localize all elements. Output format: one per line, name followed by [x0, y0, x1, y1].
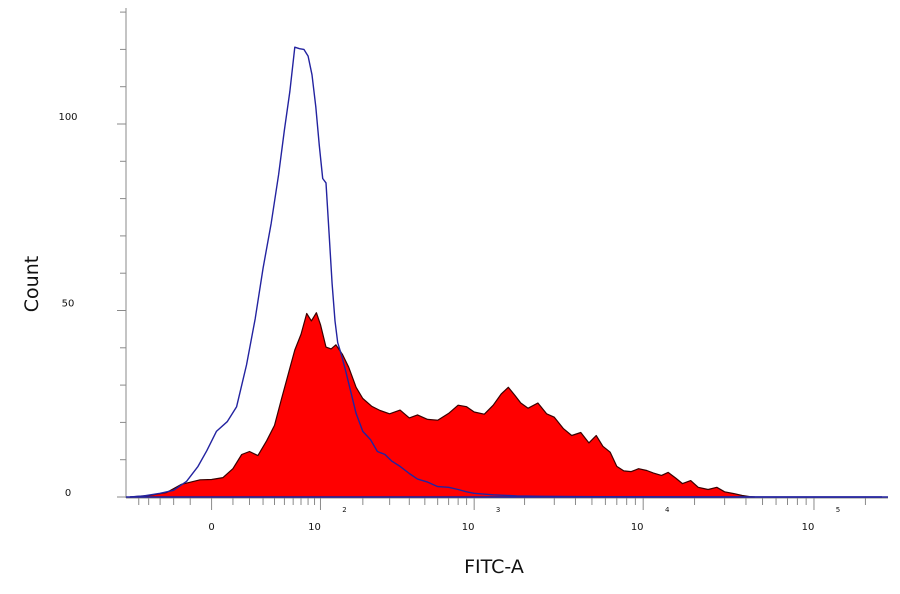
y-axis-title: Count — [21, 256, 43, 312]
y-tick-label: 50 — [62, 299, 75, 310]
x-tick-label: 10 4 — [631, 506, 670, 533]
x-tick-label: 10 5 — [802, 506, 841, 533]
x-axis-title: FITC-A — [464, 556, 524, 578]
x-tick-label-exponent: 4 — [665, 506, 670, 514]
x-tick-label-exponent: 2 — [342, 506, 346, 514]
x-tick-label-exponent: 3 — [496, 506, 500, 514]
control-sample-histogram — [129, 46, 882, 498]
x-tick-label-base: 10 — [462, 522, 475, 533]
x-tick-label: 10 2 — [308, 506, 347, 533]
x-tick-label: 10 3 — [462, 506, 501, 533]
x-tick-label-base: 10 — [802, 522, 815, 533]
x-minor-ticks — [138, 498, 866, 510]
y-tick-labels: 0 50 100 — [58, 112, 77, 499]
y-minor-ticks — [117, 11, 126, 498]
x-tick-labels: 0 10 2 10 3 10 4 10 5 — [208, 506, 840, 533]
x-tick-label-base: 0 — [208, 522, 214, 533]
y-tick-label: 0 — [65, 488, 71, 499]
x-tick-label-base: 10 — [631, 522, 644, 533]
y-tick-label: 100 — [58, 112, 77, 123]
stained-sample-histogram — [129, 312, 756, 498]
x-tick-label-base: 10 — [308, 522, 321, 533]
x-tick-label-exponent: 5 — [836, 506, 840, 514]
x-tick-label: 0 — [208, 522, 214, 533]
